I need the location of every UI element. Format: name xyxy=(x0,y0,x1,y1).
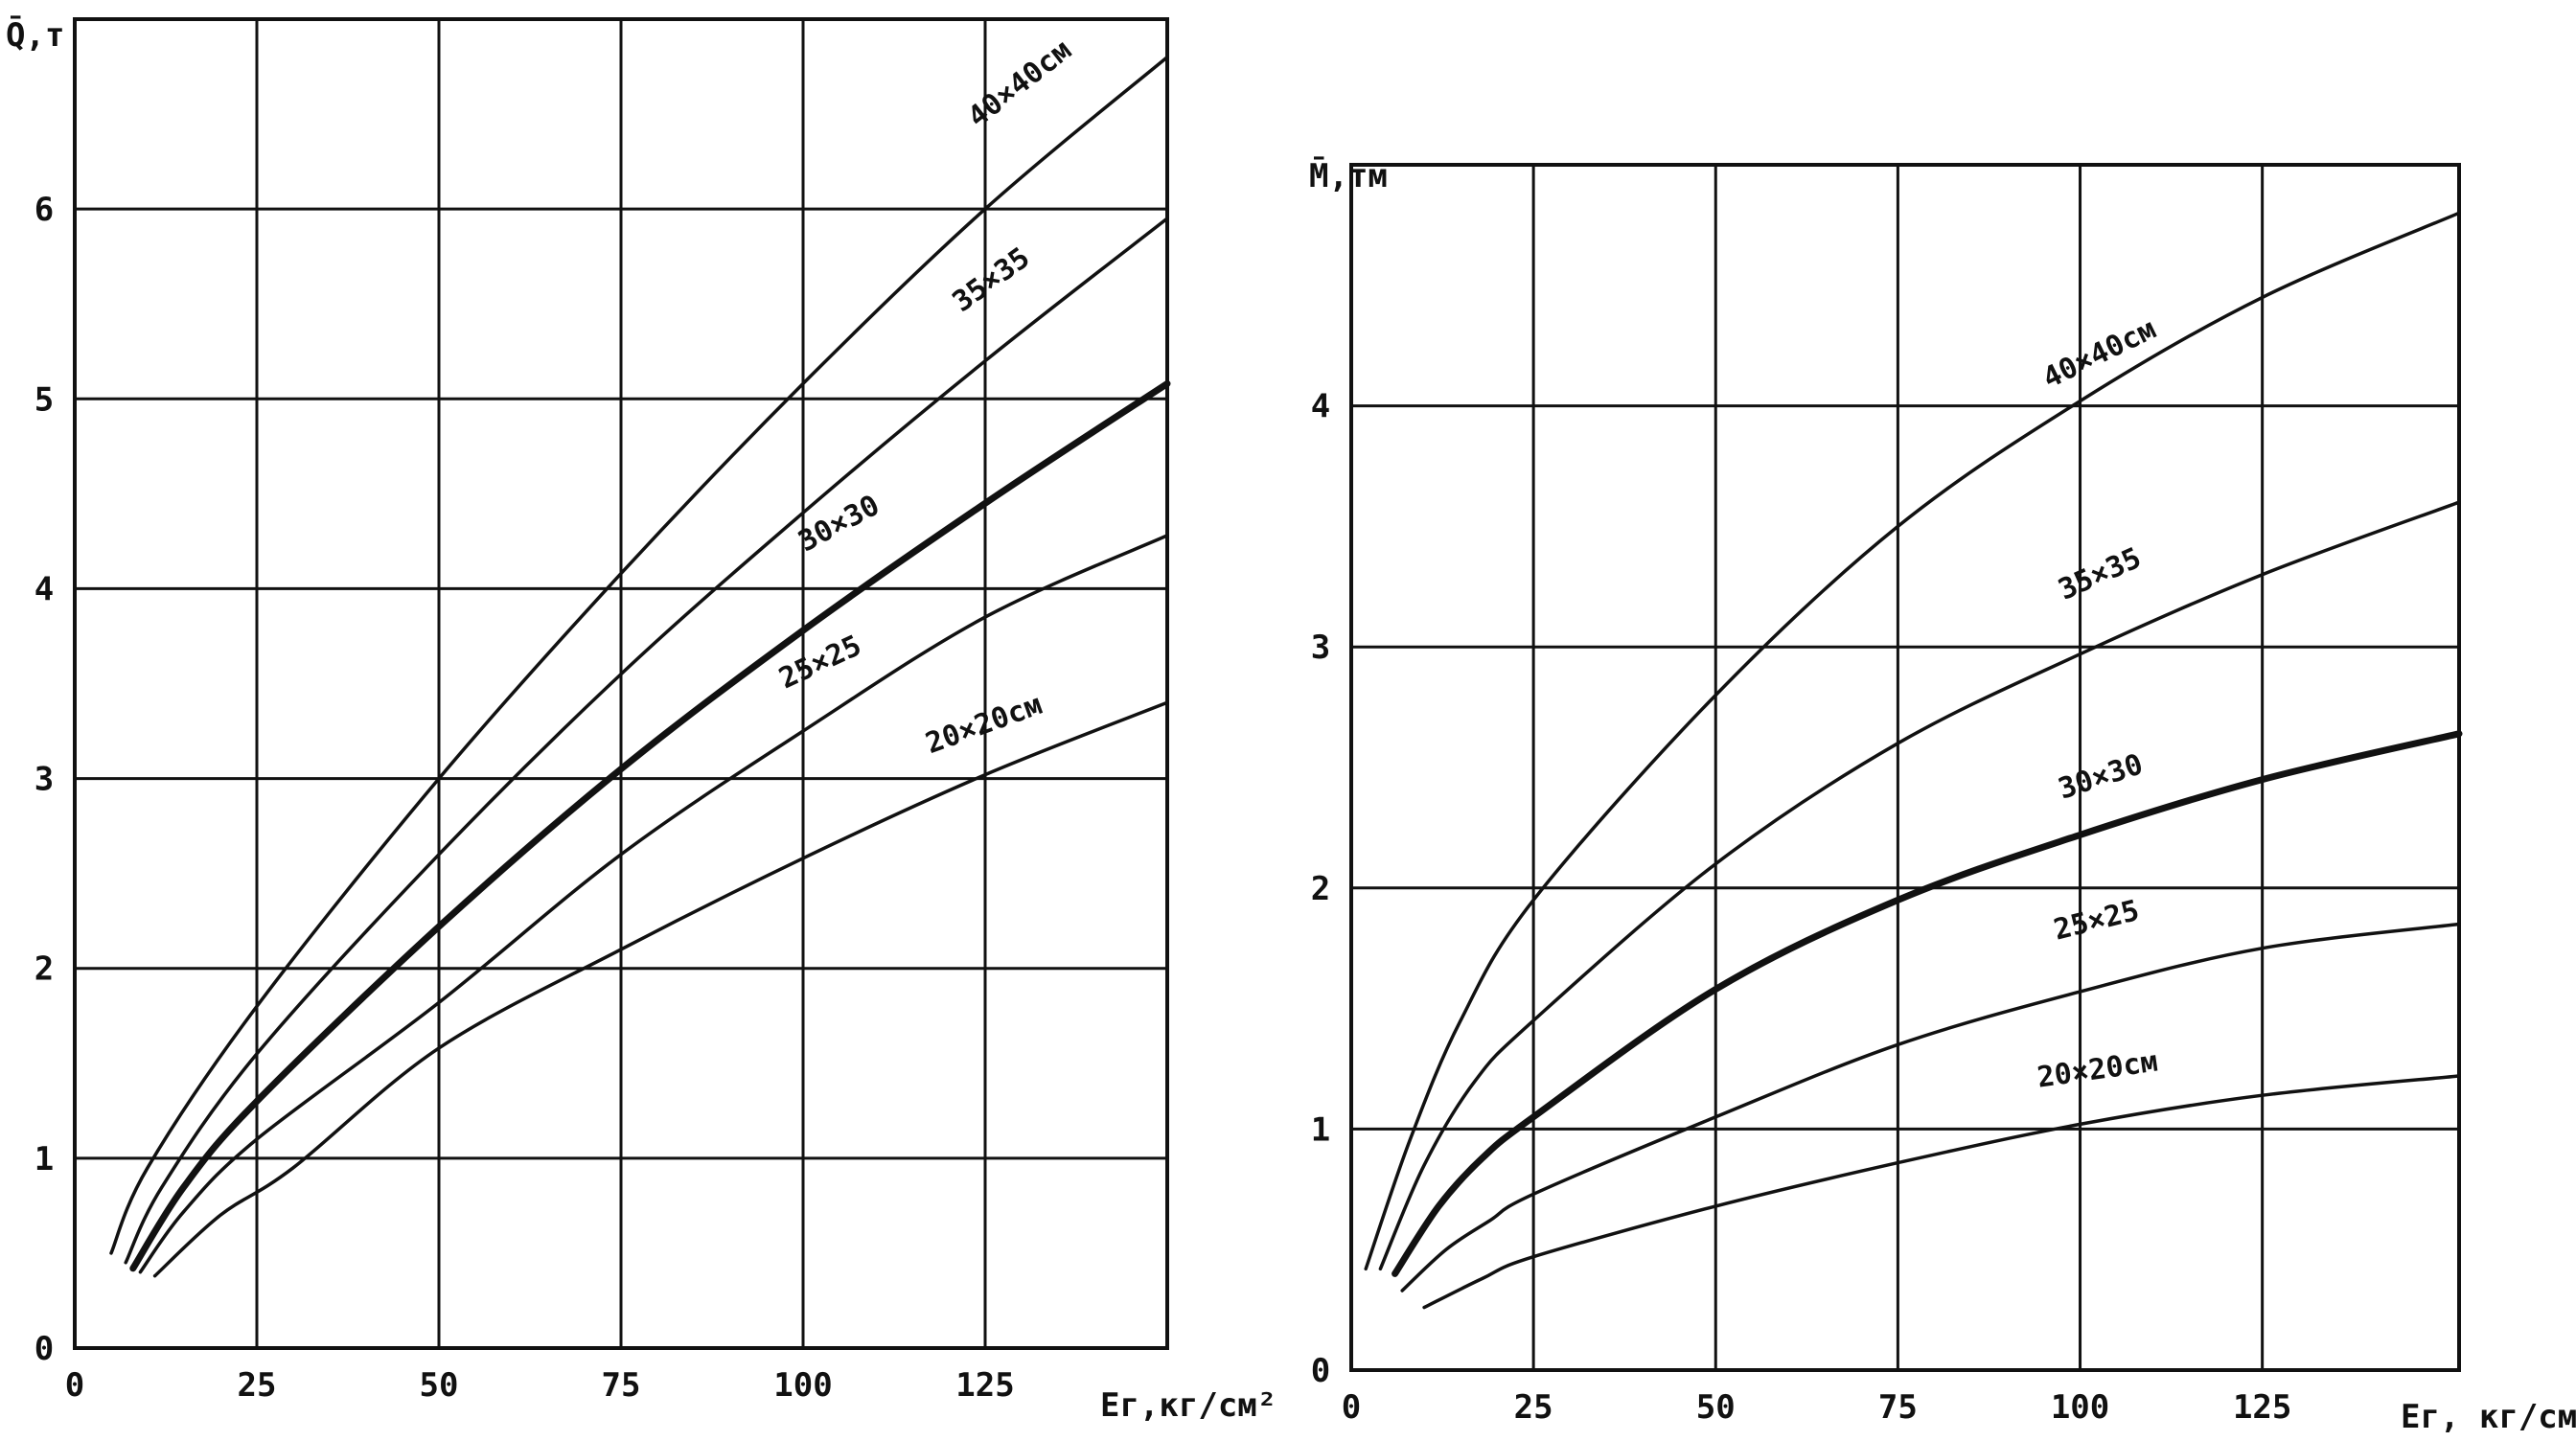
y-axis-title: M̄,тм xyxy=(1309,155,1388,195)
x-axis-title: Eг,кг/см² xyxy=(1100,1386,1276,1425)
x-tick-label: 125 xyxy=(955,1366,1014,1405)
chart-m: 0 25 50 75 100 125 0 1 2 3 4 M̄,тм Eг, кг/см² 40×40см… xyxy=(1309,155,2576,1436)
x-axis-title: Eг, кг/см² xyxy=(2401,1398,2576,1436)
series-line-0 xyxy=(1364,211,2461,1271)
series-line-4 xyxy=(152,700,1169,1278)
y-tick-label: 0 xyxy=(34,1330,54,1368)
series-label: 35×35 xyxy=(2054,541,2147,607)
x-tick-label: 75 xyxy=(602,1366,641,1405)
x-tick-label: 100 xyxy=(773,1366,832,1405)
x-tick-label: 0 xyxy=(65,1366,84,1405)
y-tick-label: 6 xyxy=(34,191,54,229)
chart-q: 0 25 50 75 100 125 0 1 2 3 4 5 6 Q̄,т Eг,кг/см² 40×40см… xyxy=(6,14,1276,1425)
y-tick-label: 2 xyxy=(1311,870,1330,908)
series-label: 35×35 xyxy=(947,241,1037,319)
series-line-2 xyxy=(129,379,1171,1272)
y-axis-title: Q̄,т xyxy=(6,14,64,55)
series-label: 30×30 xyxy=(793,489,885,559)
series-line-0 xyxy=(109,55,1169,1255)
x-tick-label: 50 xyxy=(1696,1388,1736,1427)
series-line-2 xyxy=(1392,730,2463,1277)
x-tick-label: 100 xyxy=(2051,1388,2109,1427)
y-tick-label: 2 xyxy=(34,950,54,989)
series-label: 25×25 xyxy=(2051,894,2143,948)
series-label: 20×20см xyxy=(2036,1044,2160,1094)
y-tick-label: 1 xyxy=(34,1140,54,1178)
y-tick-label: 4 xyxy=(1311,388,1330,426)
series-line-3 xyxy=(1400,922,2461,1292)
series-label: 40×40см xyxy=(2037,312,2161,396)
x-tick-label: 0 xyxy=(1342,1388,1361,1427)
series-label: 40×40см xyxy=(962,34,1078,134)
y-tick-label: 3 xyxy=(1311,629,1330,667)
series-line-1 xyxy=(1378,500,2461,1271)
y-tick-label: 1 xyxy=(1311,1110,1330,1149)
x-tick-label: 50 xyxy=(420,1366,459,1405)
y-tick-label: 3 xyxy=(34,761,54,799)
x-tick-label: 25 xyxy=(238,1366,277,1405)
y-tick-label: 4 xyxy=(34,570,54,608)
series-label: 30×30 xyxy=(2055,747,2148,806)
plot-frame xyxy=(1349,163,2461,1372)
series-line-4 xyxy=(1422,1074,2461,1310)
y-tick-label: 0 xyxy=(1311,1352,1330,1390)
series-line-1 xyxy=(124,217,1169,1265)
plot-frame xyxy=(73,17,1169,1350)
x-tick-label: 25 xyxy=(1514,1388,1553,1427)
x-tick-label: 75 xyxy=(1878,1388,1918,1427)
y-tick-label: 5 xyxy=(34,380,54,419)
series-line-3 xyxy=(138,534,1169,1274)
x-tick-label: 125 xyxy=(2233,1388,2291,1427)
